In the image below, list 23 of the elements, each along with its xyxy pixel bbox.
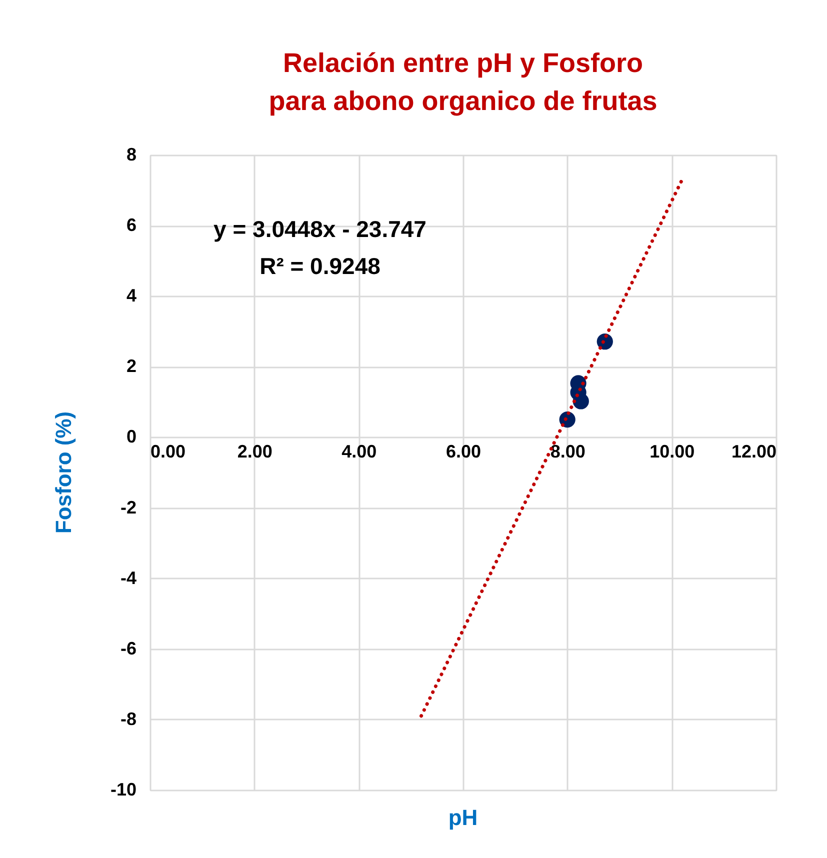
x-tick-label: 2.00	[237, 442, 272, 462]
y-tick-label: 2	[126, 356, 136, 376]
y-axis-title: Fosforo (%)	[51, 411, 76, 534]
annotation: y = 3.0448x - 23.747	[214, 216, 426, 242]
y-tick-label: -4	[120, 568, 136, 588]
x-axis-title: pH	[448, 805, 478, 830]
annotation: R² = 0.9248	[260, 253, 381, 279]
y-tick-label: 4	[126, 286, 136, 306]
x-tick-label: 10.00	[650, 442, 695, 462]
y-tick-label: -8	[120, 708, 136, 729]
y-tick-label: -6	[120, 638, 136, 658]
x-tick-label: 0.00	[150, 442, 186, 462]
text: para abono organico de frutas	[268, 86, 658, 116]
y-tick-label: -2	[120, 497, 136, 518]
text: Relación entre pH y Fosforo	[282, 48, 644, 78]
x-tick-label: 12.00	[731, 442, 776, 462]
x-tick-label: 4.00	[342, 442, 377, 462]
y-tick-label: -10	[110, 780, 136, 800]
y-tick-label: 0	[126, 426, 136, 447]
x-tick-label: 6.00	[446, 442, 482, 462]
x-tick-label: 8.00	[550, 442, 586, 462]
y-tick-label: 8	[126, 144, 136, 164]
y-tick-label: 6	[126, 215, 136, 236]
